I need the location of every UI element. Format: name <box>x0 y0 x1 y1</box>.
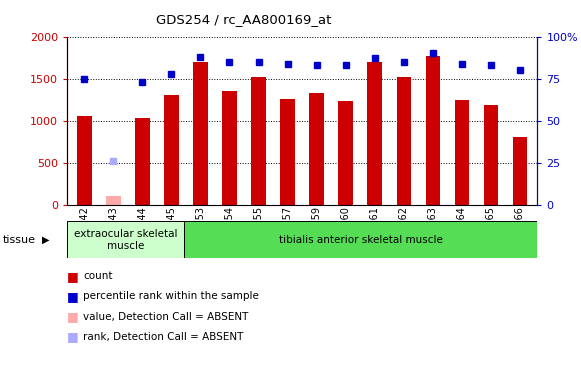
Bar <box>106 196 121 205</box>
Text: ■: ■ <box>67 290 78 303</box>
Text: tibialis anterior skeletal muscle: tibialis anterior skeletal muscle <box>279 235 443 245</box>
Bar <box>185 221 537 258</box>
Bar <box>223 92 237 205</box>
Text: rank, Detection Call = ABSENT: rank, Detection Call = ABSENT <box>83 332 243 342</box>
Bar <box>310 93 324 205</box>
Bar <box>513 137 528 205</box>
Text: value, Detection Call = ABSENT: value, Detection Call = ABSENT <box>83 311 249 322</box>
Bar <box>67 221 185 258</box>
Bar <box>193 62 208 205</box>
Text: percentile rank within the sample: percentile rank within the sample <box>83 291 259 302</box>
Text: count: count <box>83 271 113 281</box>
Bar <box>281 99 295 205</box>
Text: GDS254 / rc_AA800169_at: GDS254 / rc_AA800169_at <box>156 13 332 26</box>
Bar <box>397 77 411 205</box>
Bar <box>425 56 440 205</box>
Text: extraocular skeletal
muscle: extraocular skeletal muscle <box>74 229 177 251</box>
Bar <box>338 101 353 205</box>
Bar <box>368 62 382 205</box>
Bar <box>455 100 469 205</box>
Text: ■: ■ <box>67 310 78 323</box>
Text: ■: ■ <box>67 270 78 283</box>
Bar <box>77 116 92 205</box>
Bar <box>252 77 266 205</box>
Bar <box>164 95 179 205</box>
Text: tissue: tissue <box>3 235 36 245</box>
Bar <box>135 118 150 205</box>
Bar <box>484 105 498 205</box>
Text: ▶: ▶ <box>42 235 49 245</box>
Text: ■: ■ <box>67 330 78 343</box>
